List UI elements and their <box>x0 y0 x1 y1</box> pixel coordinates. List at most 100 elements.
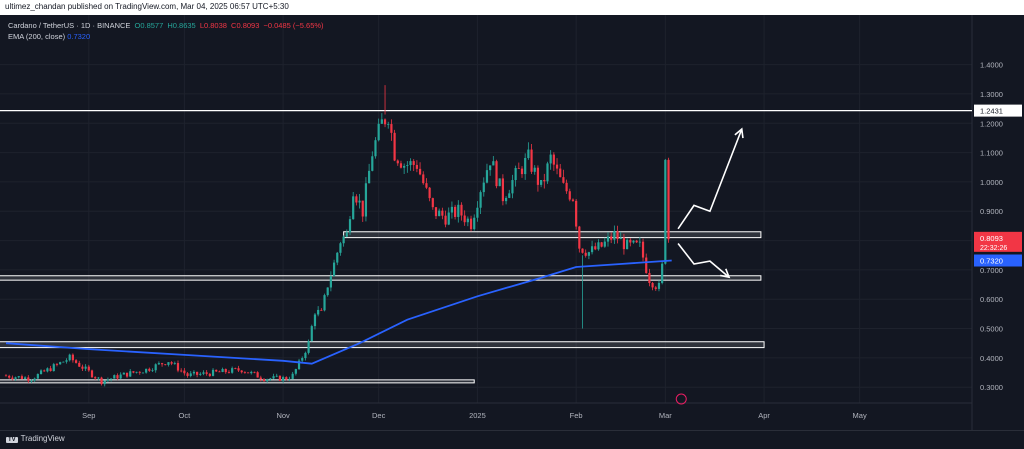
symbol-legend: Cardano / TetherUS · 1D · BINANCE O0.857… <box>8 21 326 30</box>
candle-body <box>218 371 221 373</box>
candle-body <box>396 160 399 164</box>
candle-body <box>46 368 49 372</box>
candle-body <box>403 165 406 168</box>
candle-body <box>154 364 157 371</box>
candle-body <box>511 180 514 194</box>
support-zone <box>0 275 762 281</box>
candle-body <box>463 215 466 223</box>
candle-body <box>485 170 489 183</box>
candle-body <box>59 362 62 365</box>
candle-body <box>524 157 527 175</box>
candle-body <box>250 371 253 374</box>
candle-body <box>262 379 266 382</box>
candle-body <box>527 149 530 158</box>
low-value: L0.8038 <box>199 21 227 30</box>
candle-body <box>20 376 24 379</box>
candle-body <box>345 232 348 237</box>
candle-body <box>504 197 508 202</box>
candle-body <box>329 276 332 288</box>
candle-body <box>565 182 568 192</box>
candle-body <box>626 239 629 250</box>
tradingview-logo[interactable]: TV TradingView <box>6 434 65 443</box>
candle-body <box>540 180 543 185</box>
candle-body <box>221 368 224 373</box>
candle-body <box>246 372 250 374</box>
candle-body <box>11 377 14 379</box>
candle-body <box>189 373 192 376</box>
candle-body <box>638 241 641 243</box>
candle-body <box>594 246 597 250</box>
candle-body <box>473 217 476 230</box>
candle-body <box>616 231 619 240</box>
tv-icon: TV <box>6 437 18 443</box>
candle-body <box>635 240 638 243</box>
candle-body <box>135 371 138 373</box>
candle-body <box>94 377 97 379</box>
candle-body <box>482 182 485 193</box>
candle-body <box>355 196 358 203</box>
candle-body <box>4 375 8 377</box>
candle-body <box>208 373 211 376</box>
candle-body <box>256 372 259 378</box>
candle-body <box>632 240 635 243</box>
candle-body <box>110 378 113 380</box>
publisher-bar: ultimez_chandan published on TradingView… <box>0 0 1024 15</box>
footer: TV TradingView <box>0 430 1024 449</box>
candle-body <box>106 379 110 381</box>
candle-body <box>536 167 540 185</box>
candle-body <box>240 370 243 373</box>
candle-body <box>575 200 578 227</box>
candle-body <box>543 180 546 182</box>
candle-body <box>664 159 667 264</box>
y-tick-label: 0.9000 <box>980 207 1003 216</box>
candle-body <box>603 241 606 247</box>
candle-body <box>52 364 55 372</box>
candle-body <box>122 372 125 375</box>
candle-body <box>520 168 524 175</box>
candle-body <box>231 368 234 373</box>
candle-body <box>606 236 610 242</box>
x-tick-label: Oct <box>179 411 192 420</box>
candle-body <box>282 377 285 381</box>
ema-legend[interactable]: EMA (200, close) 0.7320 <box>8 32 90 41</box>
arrow-head <box>720 268 731 279</box>
symbol-name[interactable]: Cardano / TetherUS · 1D · BINANCE <box>8 21 131 30</box>
candle-body <box>390 124 393 133</box>
candle-body <box>116 375 119 379</box>
candle-body <box>62 361 65 363</box>
candle-body <box>30 380 33 382</box>
x-tick-label: Nov <box>276 411 290 420</box>
open-value: O0.8577 <box>134 21 164 30</box>
candle-body <box>202 372 205 374</box>
candle-body <box>651 283 654 288</box>
candle-body <box>243 372 246 374</box>
price-chart[interactable]: 1.4000 1.3000 1.2000 1.1000 1.0000 0.9000 0.80… <box>0 15 1024 430</box>
candle-body <box>211 369 215 376</box>
candle-body <box>145 368 148 373</box>
candle-body <box>27 377 30 381</box>
candle-body <box>418 168 422 175</box>
candle-body <box>125 372 129 377</box>
candle-body <box>514 167 517 181</box>
candle-body <box>399 163 403 168</box>
candle-body <box>600 242 603 247</box>
candle-body <box>552 154 555 165</box>
candle-body <box>36 374 39 379</box>
x-tick-label: May <box>853 411 867 420</box>
candle-body <box>100 377 103 385</box>
y-tick-label: 0.3000 <box>980 383 1003 392</box>
candle-body <box>352 196 355 220</box>
x-tick-label: Dec <box>372 411 386 420</box>
candle-body <box>39 370 43 375</box>
bullish-arrow <box>677 128 743 230</box>
candle-body <box>332 262 336 277</box>
candle-body <box>645 257 648 273</box>
candle-body <box>667 159 670 240</box>
candle-body <box>160 363 164 365</box>
candle-body <box>320 309 323 311</box>
price-badge-value: 0.8093 <box>980 234 1003 243</box>
candle-body <box>199 373 202 375</box>
candle-body <box>266 379 269 382</box>
candle-body <box>380 119 383 124</box>
high-value: H0.8635 <box>167 21 196 30</box>
